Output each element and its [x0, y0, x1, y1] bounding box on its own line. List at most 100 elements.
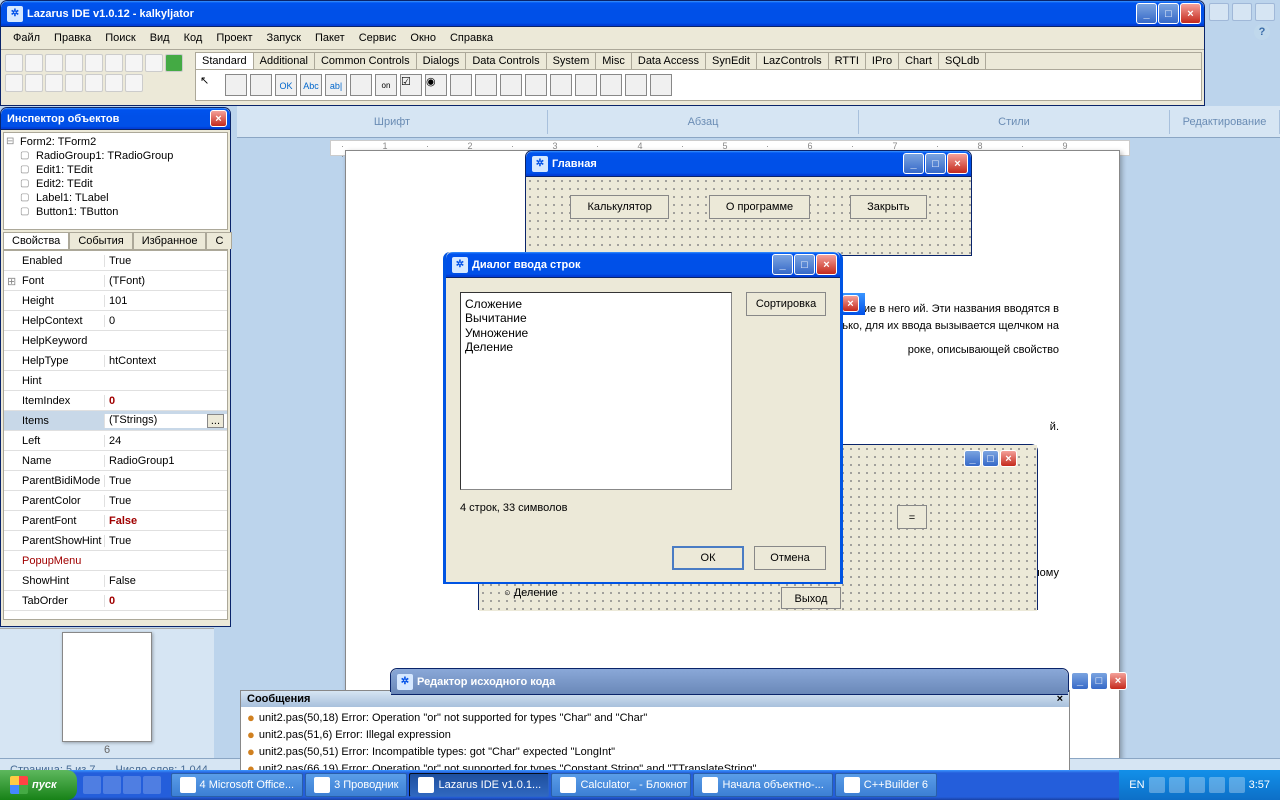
maximize-button[interactable]: □: [1158, 3, 1179, 24]
sort-button[interactable]: Сортировка: [746, 292, 826, 316]
close-button[interactable]: ×: [947, 153, 968, 174]
tab-lazcontrols[interactable]: LazControls: [757, 53, 829, 69]
menu-run[interactable]: Запуск: [261, 30, 307, 46]
property-value[interactable]: RadioGroup1: [104, 455, 227, 467]
taskbar-item[interactable]: 3 Проводник: [305, 773, 407, 797]
cancel-button[interactable]: Отмена: [754, 546, 826, 570]
property-row[interactable]: ParentColorTrue: [4, 491, 227, 511]
maximize-button[interactable]: □: [982, 450, 999, 467]
error-line[interactable]: unit2.pas(51,6) Error: Illegal expressio…: [243, 726, 1067, 743]
close-button[interactable]: ×: [842, 295, 859, 312]
component-togglebox[interactable]: on: [375, 74, 397, 96]
pause-icon[interactable]: [5, 74, 23, 92]
tab-rtti[interactable]: RTTI: [829, 53, 866, 69]
property-value[interactable]: 0: [104, 315, 227, 327]
component-radio[interactable]: ◉: [425, 74, 447, 96]
property-row[interactable]: ParentShowHintTrue: [4, 531, 227, 551]
tab-sqldb[interactable]: SQLdb: [939, 53, 986, 69]
tray-icon[interactable]: [1169, 777, 1185, 793]
component-popupmenu[interactable]: [250, 74, 272, 96]
maximize-button[interactable]: □: [794, 254, 815, 275]
component-panel[interactable]: [600, 74, 622, 96]
menu-package[interactable]: Пакет: [309, 30, 351, 46]
component-memo[interactable]: [350, 74, 372, 96]
tray-icon[interactable]: [1209, 777, 1225, 793]
maximize-button[interactable]: □: [925, 153, 946, 174]
clock[interactable]: 3:57: [1249, 779, 1270, 791]
tab-events[interactable]: События: [69, 232, 132, 249]
taskbar-item[interactable]: C++Builder 6: [835, 773, 937, 797]
close-button[interactable]: ×: [1109, 672, 1127, 690]
property-value[interactable]: (TStrings): [104, 414, 227, 428]
close-button[interactable]: ×: [816, 254, 837, 275]
toggle-icon[interactable]: [105, 54, 123, 72]
tab-chart[interactable]: Chart: [899, 53, 939, 69]
exit-button[interactable]: Выход: [781, 587, 841, 609]
property-value[interactable]: False: [104, 575, 227, 587]
property-value[interactable]: False: [104, 515, 227, 527]
tab-synedit[interactable]: SynEdit: [706, 53, 757, 69]
property-value[interactable]: True: [104, 535, 227, 547]
property-row[interactable]: TabOrder0: [4, 591, 227, 611]
tab-standard[interactable]: Standard: [196, 53, 254, 69]
tab-dataaccess[interactable]: Data Access: [632, 53, 706, 69]
component-combobox[interactable]: [475, 74, 497, 96]
component-radiogroup[interactable]: [550, 74, 572, 96]
property-row[interactable]: EnabledTrue: [4, 251, 227, 271]
property-row[interactable]: ItemIndex0: [4, 391, 227, 411]
tab-properties[interactable]: Свойства: [3, 232, 69, 249]
component-checkgroup[interactable]: [575, 74, 597, 96]
start-button[interactable]: пуск: [0, 770, 77, 800]
ql-icon[interactable]: [143, 776, 161, 794]
component-listbox[interactable]: [450, 74, 472, 96]
component-tree[interactable]: Form2: TForm2 RadioGroup1: TRadioGroup E…: [3, 132, 228, 230]
tab-common[interactable]: Common Controls: [315, 53, 417, 69]
tree-item[interactable]: Button1: TButton: [6, 205, 225, 219]
tab-dialogs[interactable]: Dialogs: [417, 53, 467, 69]
property-row[interactable]: HelpKeyword: [4, 331, 227, 351]
run-icon[interactable]: [165, 54, 183, 72]
calculator-button[interactable]: Калькулятор: [570, 195, 668, 219]
build-icon[interactable]: [105, 74, 123, 92]
tree-item[interactable]: Form2: TForm2: [6, 135, 225, 149]
component-mainmenu[interactable]: [225, 74, 247, 96]
new-icon[interactable]: [5, 54, 23, 72]
close-button[interactable]: ×: [1180, 3, 1201, 24]
menu-window[interactable]: Окно: [404, 30, 442, 46]
ql-icon[interactable]: [123, 776, 141, 794]
property-row[interactable]: PopupMenu: [4, 551, 227, 571]
component-checkbox[interactable]: ☑: [400, 74, 422, 96]
open-icon[interactable]: [25, 54, 43, 72]
menu-search[interactable]: Поиск: [99, 30, 141, 46]
component-cursor[interactable]: ↖: [200, 74, 222, 96]
error-line[interactable]: unit2.pas(50,51) Error: Incompatible typ…: [243, 743, 1067, 760]
property-value[interactable]: (TFont): [104, 275, 227, 287]
component-frame[interactable]: [625, 74, 647, 96]
tab-system[interactable]: System: [547, 53, 597, 69]
ql-icon[interactable]: [83, 776, 101, 794]
property-value[interactable]: 101: [104, 295, 227, 307]
menu-help[interactable]: Справка: [444, 30, 499, 46]
component-button[interactable]: OK: [275, 74, 297, 96]
property-value[interactable]: True: [104, 255, 227, 267]
property-value[interactable]: True: [104, 495, 227, 507]
taskbar-item[interactable]: Calculator_ - Блокнот: [551, 773, 691, 797]
property-row[interactable]: Hint: [4, 371, 227, 391]
property-value[interactable]: 0: [104, 395, 227, 407]
property-row[interactable]: Left24: [4, 431, 227, 451]
radio-divide[interactable]: Деление: [504, 587, 558, 599]
property-value[interactable]: htContext: [104, 355, 227, 367]
menu-edit[interactable]: Правка: [48, 30, 97, 46]
property-row[interactable]: Height101: [4, 291, 227, 311]
property-row[interactable]: ParentBidiModeTrue: [4, 471, 227, 491]
tree-item[interactable]: Label1: TLabel: [6, 191, 225, 205]
about-button[interactable]: О программе: [709, 195, 810, 219]
language-indicator[interactable]: EN: [1129, 779, 1144, 791]
minimize-button[interactable]: _: [903, 153, 924, 174]
property-value[interactable]: 0: [104, 595, 227, 607]
property-row[interactable]: HelpTypehtContext: [4, 351, 227, 371]
property-grid[interactable]: EnabledTrueFont(TFont)Height101HelpConte…: [3, 250, 228, 620]
strings-memo[interactable]: Сложение Вычитание Умножение Деление: [460, 292, 732, 490]
tree-item[interactable]: Edit1: TEdit: [6, 163, 225, 177]
property-value[interactable]: 24: [104, 435, 227, 447]
